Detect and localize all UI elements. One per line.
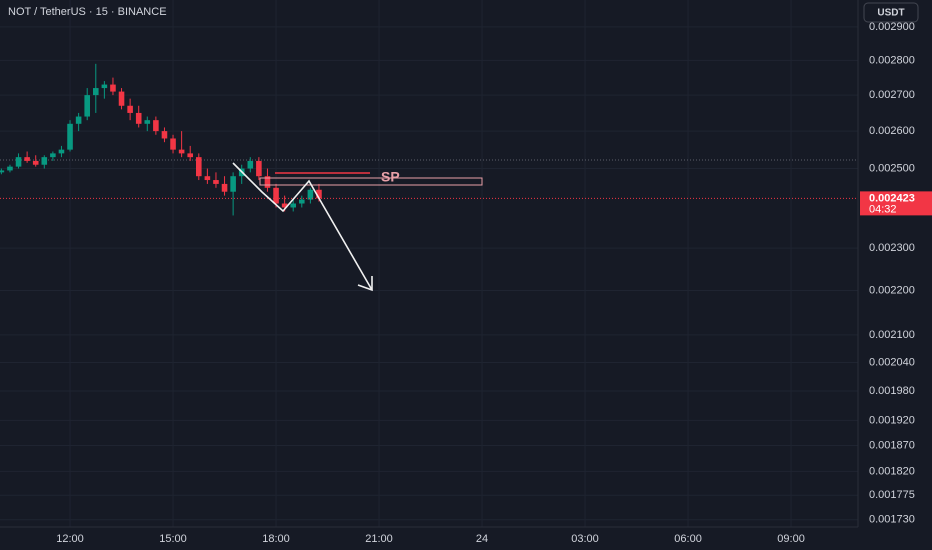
candle-body: [247, 160, 254, 169]
y-tick-label: 0.002300: [869, 242, 915, 254]
candle-body: [58, 149, 65, 154]
candle-body: [84, 95, 90, 117]
candles: [0, 63, 858, 216]
y-tick-label: 0.001775: [869, 489, 915, 501]
candle-body: [299, 199, 305, 204]
candle-body: [221, 183, 228, 192]
y-tick-label: 0.002600: [869, 125, 915, 137]
x-tick-label: 18:00: [262, 533, 290, 545]
drawing-arrow: [232, 162, 373, 291]
candle-body: [0, 170, 5, 173]
candle-body: [307, 189, 314, 200]
currency-button[interactable]: [863, 2, 919, 23]
x-tick-label: 09:00: [777, 533, 805, 545]
candle-body: [196, 157, 202, 177]
candle-body: [281, 203, 288, 208]
candle-body: [75, 116, 82, 124]
x-tick-label: 03:00: [571, 533, 599, 545]
candle-body: [316, 189, 322, 199]
grid: [0, 0, 858, 527]
countdown: 04:32: [869, 203, 897, 215]
y-tick-label: 0.002100: [869, 329, 915, 341]
annotation: SP: [381, 169, 400, 185]
x-tick-label: 24: [476, 533, 488, 545]
candle-body: [178, 149, 185, 154]
candle-body: [135, 112, 142, 124]
y-tick-label: 0.002040: [869, 356, 915, 368]
candle-body: [127, 105, 133, 113]
candle-body: [161, 131, 168, 139]
current-price-label: 0.002423: [869, 192, 915, 204]
drawing-zone: [259, 177, 483, 186]
candle-body: [67, 123, 73, 150]
candle-body: [153, 120, 159, 132]
candle-body: [110, 84, 116, 92]
y-tick-label: 0.001870: [869, 439, 915, 451]
candle-body: [256, 160, 262, 177]
candle-body: [101, 84, 108, 89]
y-tick-label: 0.002900: [869, 21, 915, 33]
y-tick-label: 0.001730: [869, 514, 915, 526]
candle-body: [204, 176, 211, 181]
y-tick-label: 0.002500: [869, 162, 915, 174]
x-tick-label: 21:00: [365, 533, 393, 545]
x-tick-label: 12:00: [56, 533, 84, 545]
axes: 0.002900 0.002800 0.002700 0.002600 0.002500…: [56, 21, 932, 545]
candle-body: [32, 160, 39, 165]
candle-body: [290, 203, 296, 208]
y-tick-label: 0.002800: [869, 54, 915, 66]
y-tick-label: 0.001820: [869, 465, 915, 477]
y-tick-label: 0.002700: [869, 89, 915, 101]
candle-body: [93, 88, 99, 96]
y-tick-label: 0.001920: [869, 414, 915, 426]
candle-body: [50, 153, 56, 158]
candle-body: [230, 176, 236, 192]
candle-body: [213, 180, 219, 184]
candle-body: [118, 91, 125, 106]
candle-body: [41, 157, 48, 165]
candle-body: [144, 120, 151, 124]
current-price-badge: [860, 191, 932, 216]
candle-body: [15, 157, 22, 167]
x-tick-label: 15:00: [159, 533, 187, 545]
currency[interactable]: USDT: [877, 8, 904, 19]
candle-body: [273, 187, 279, 204]
y-tick-label: 0.002200: [869, 284, 915, 296]
candle-body: [264, 176, 271, 188]
chart-title: NOT / TetherUS · 15 · BINANCE: [8, 6, 167, 18]
candle-body: [170, 138, 176, 150]
candle-body: [24, 157, 30, 161]
arrow-head: [357, 276, 373, 292]
x-tick-label: 06:00: [674, 533, 702, 545]
candle-body: [187, 153, 193, 158]
y-tick-label: 0.001980: [869, 385, 915, 397]
candle-body: [7, 166, 13, 171]
